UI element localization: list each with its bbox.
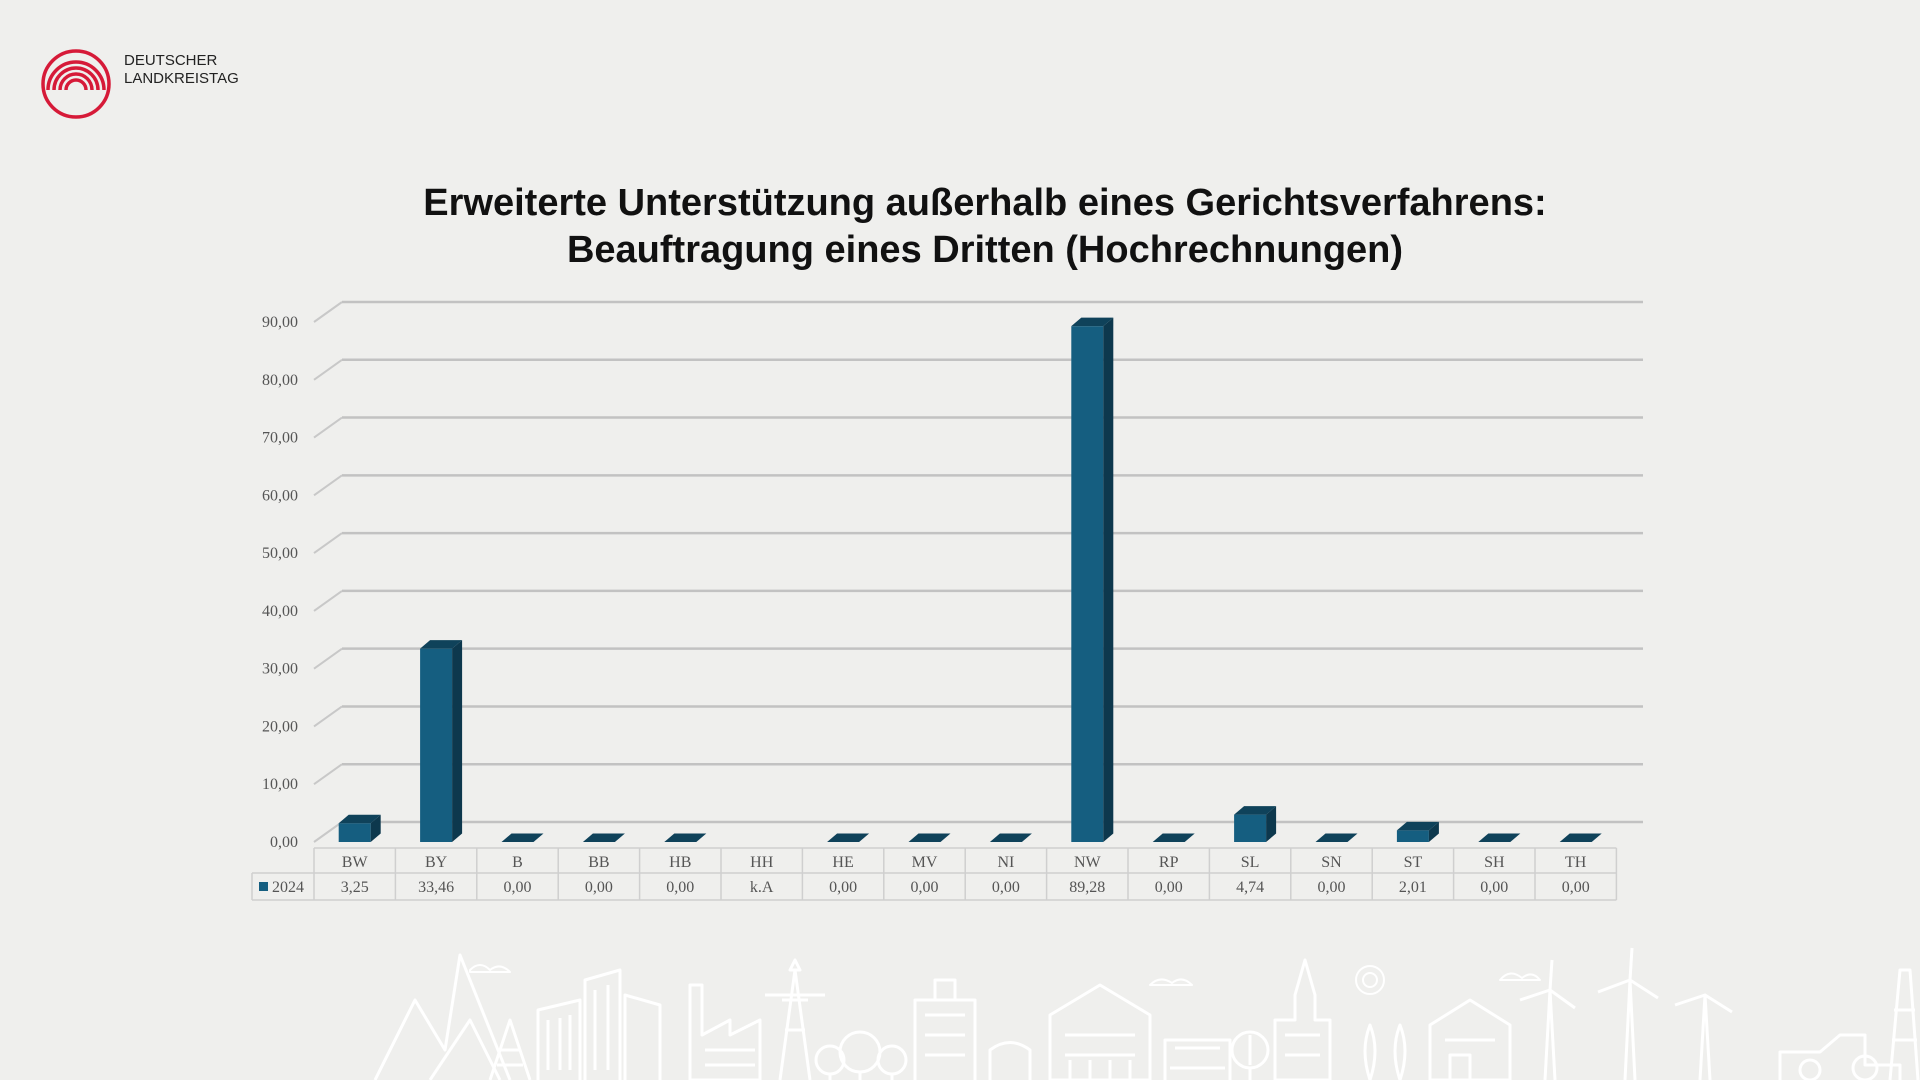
bar-NW (1071, 326, 1104, 842)
data-label: 0,00 (1562, 879, 1590, 896)
gridline-depth (313, 763, 343, 786)
logo-line-2: LANDKREISTAG (124, 70, 239, 87)
gridline-depth (313, 416, 343, 439)
bar-top-NW (1071, 317, 1114, 327)
bar-SN (1315, 833, 1358, 842)
data-label: 4,74 (1236, 879, 1264, 896)
legend-swatch (259, 882, 268, 891)
x-tick-label: BW (342, 854, 369, 871)
bar-side-BY (452, 640, 463, 842)
bar-SH (1478, 833, 1521, 842)
chart-title-line-1: Erweiterte Unterstützung außerhalb eines… (423, 182, 1547, 224)
gridline-depth (313, 590, 343, 612)
bar-top-SL (1234, 806, 1277, 815)
gridline-depth (313, 647, 343, 670)
data-label: 89,28 (1069, 879, 1105, 896)
y-tick-label: 10,00 (262, 776, 298, 793)
bar-top-BW (338, 814, 381, 824)
data-label: 33,46 (418, 879, 454, 896)
gridline-depth (313, 532, 343, 554)
bar-B (501, 833, 544, 842)
x-tick-label: SH (1484, 854, 1505, 871)
x-tick-label: BB (588, 854, 609, 871)
bar-RP (1152, 833, 1195, 842)
x-tick-label: NW (1074, 854, 1102, 871)
bar-SL (1234, 814, 1267, 842)
logo-line-1: DEUTSCHER (124, 52, 218, 69)
x-tick-label: B (512, 854, 523, 871)
x-tick-label: SL (1241, 854, 1260, 871)
data-label: 0,00 (1318, 879, 1346, 896)
y-tick-label: 40,00 (262, 603, 298, 620)
gridline-depth (313, 821, 343, 843)
data-label: k.A (750, 879, 774, 896)
data-label: 0,00 (911, 879, 939, 896)
y-tick-label: 0,00 (270, 834, 298, 851)
bar-HB (664, 833, 707, 842)
bar-BY (420, 648, 453, 842)
bar-BW (338, 823, 371, 842)
data-label: 3,25 (341, 879, 369, 896)
x-tick-label: HB (669, 854, 691, 871)
bar-side-BW (370, 814, 381, 842)
gridline-depth (313, 358, 343, 381)
bar-TH (1559, 833, 1602, 842)
logo-wordmark: DEUTSCHER LANDKREISTAG (124, 52, 239, 88)
x-tick-label: HH (750, 854, 774, 871)
bar-side-NW (1103, 317, 1114, 842)
y-tick-label: 30,00 (262, 661, 298, 678)
city-skyline-decoration-icon (373, 947, 1920, 1080)
legend-label: 2024 (272, 879, 304, 896)
bar-top-BY (420, 640, 463, 649)
y-tick-label: 70,00 (262, 430, 298, 447)
data-label: 0,00 (585, 879, 613, 896)
y-tick-label: 80,00 (262, 372, 298, 389)
x-tick-label: MV (912, 854, 938, 871)
x-tick-label: TH (1565, 854, 1587, 871)
x-tick-label: RP (1159, 854, 1179, 871)
data-label: 0,00 (992, 879, 1020, 896)
data-label: 0,00 (1155, 879, 1183, 896)
y-tick-label: 90,00 (262, 314, 298, 331)
x-tick-label: HE (832, 854, 853, 871)
landkreistag-logo-icon (41, 49, 111, 119)
gridline-depth (313, 474, 343, 497)
data-label: 0,00 (666, 879, 694, 896)
bar-HE (827, 833, 870, 842)
y-tick-label: 20,00 (262, 718, 298, 735)
gridline-depth (313, 705, 343, 728)
x-tick-label: SN (1321, 854, 1342, 871)
bar-MV (908, 833, 951, 842)
y-tick-label: 50,00 (262, 545, 298, 562)
gridline-depth (313, 301, 343, 323)
chart-title: Erweiterte Unterstützung außerhalb eines… (0, 180, 1920, 274)
bar-NI (989, 833, 1032, 842)
y-tick-label: 60,00 (262, 487, 298, 504)
chart-title-line-2: Beauftragung eines Dritten (Hochrechnung… (566, 229, 1404, 271)
bar-ST (1396, 830, 1429, 842)
data-label: 0,00 (1480, 879, 1508, 896)
x-tick-label: NI (997, 854, 1014, 871)
x-tick-label: ST (1404, 854, 1423, 871)
bar-top-ST (1396, 821, 1439, 831)
bar-side-ST (1428, 821, 1439, 842)
data-label: 2,01 (1399, 879, 1427, 896)
data-label: 0,00 (504, 879, 532, 896)
bar-BB (582, 833, 625, 842)
x-tick-label: BY (425, 854, 448, 871)
data-label: 0,00 (829, 879, 857, 896)
bar-side-SL (1266, 806, 1277, 842)
